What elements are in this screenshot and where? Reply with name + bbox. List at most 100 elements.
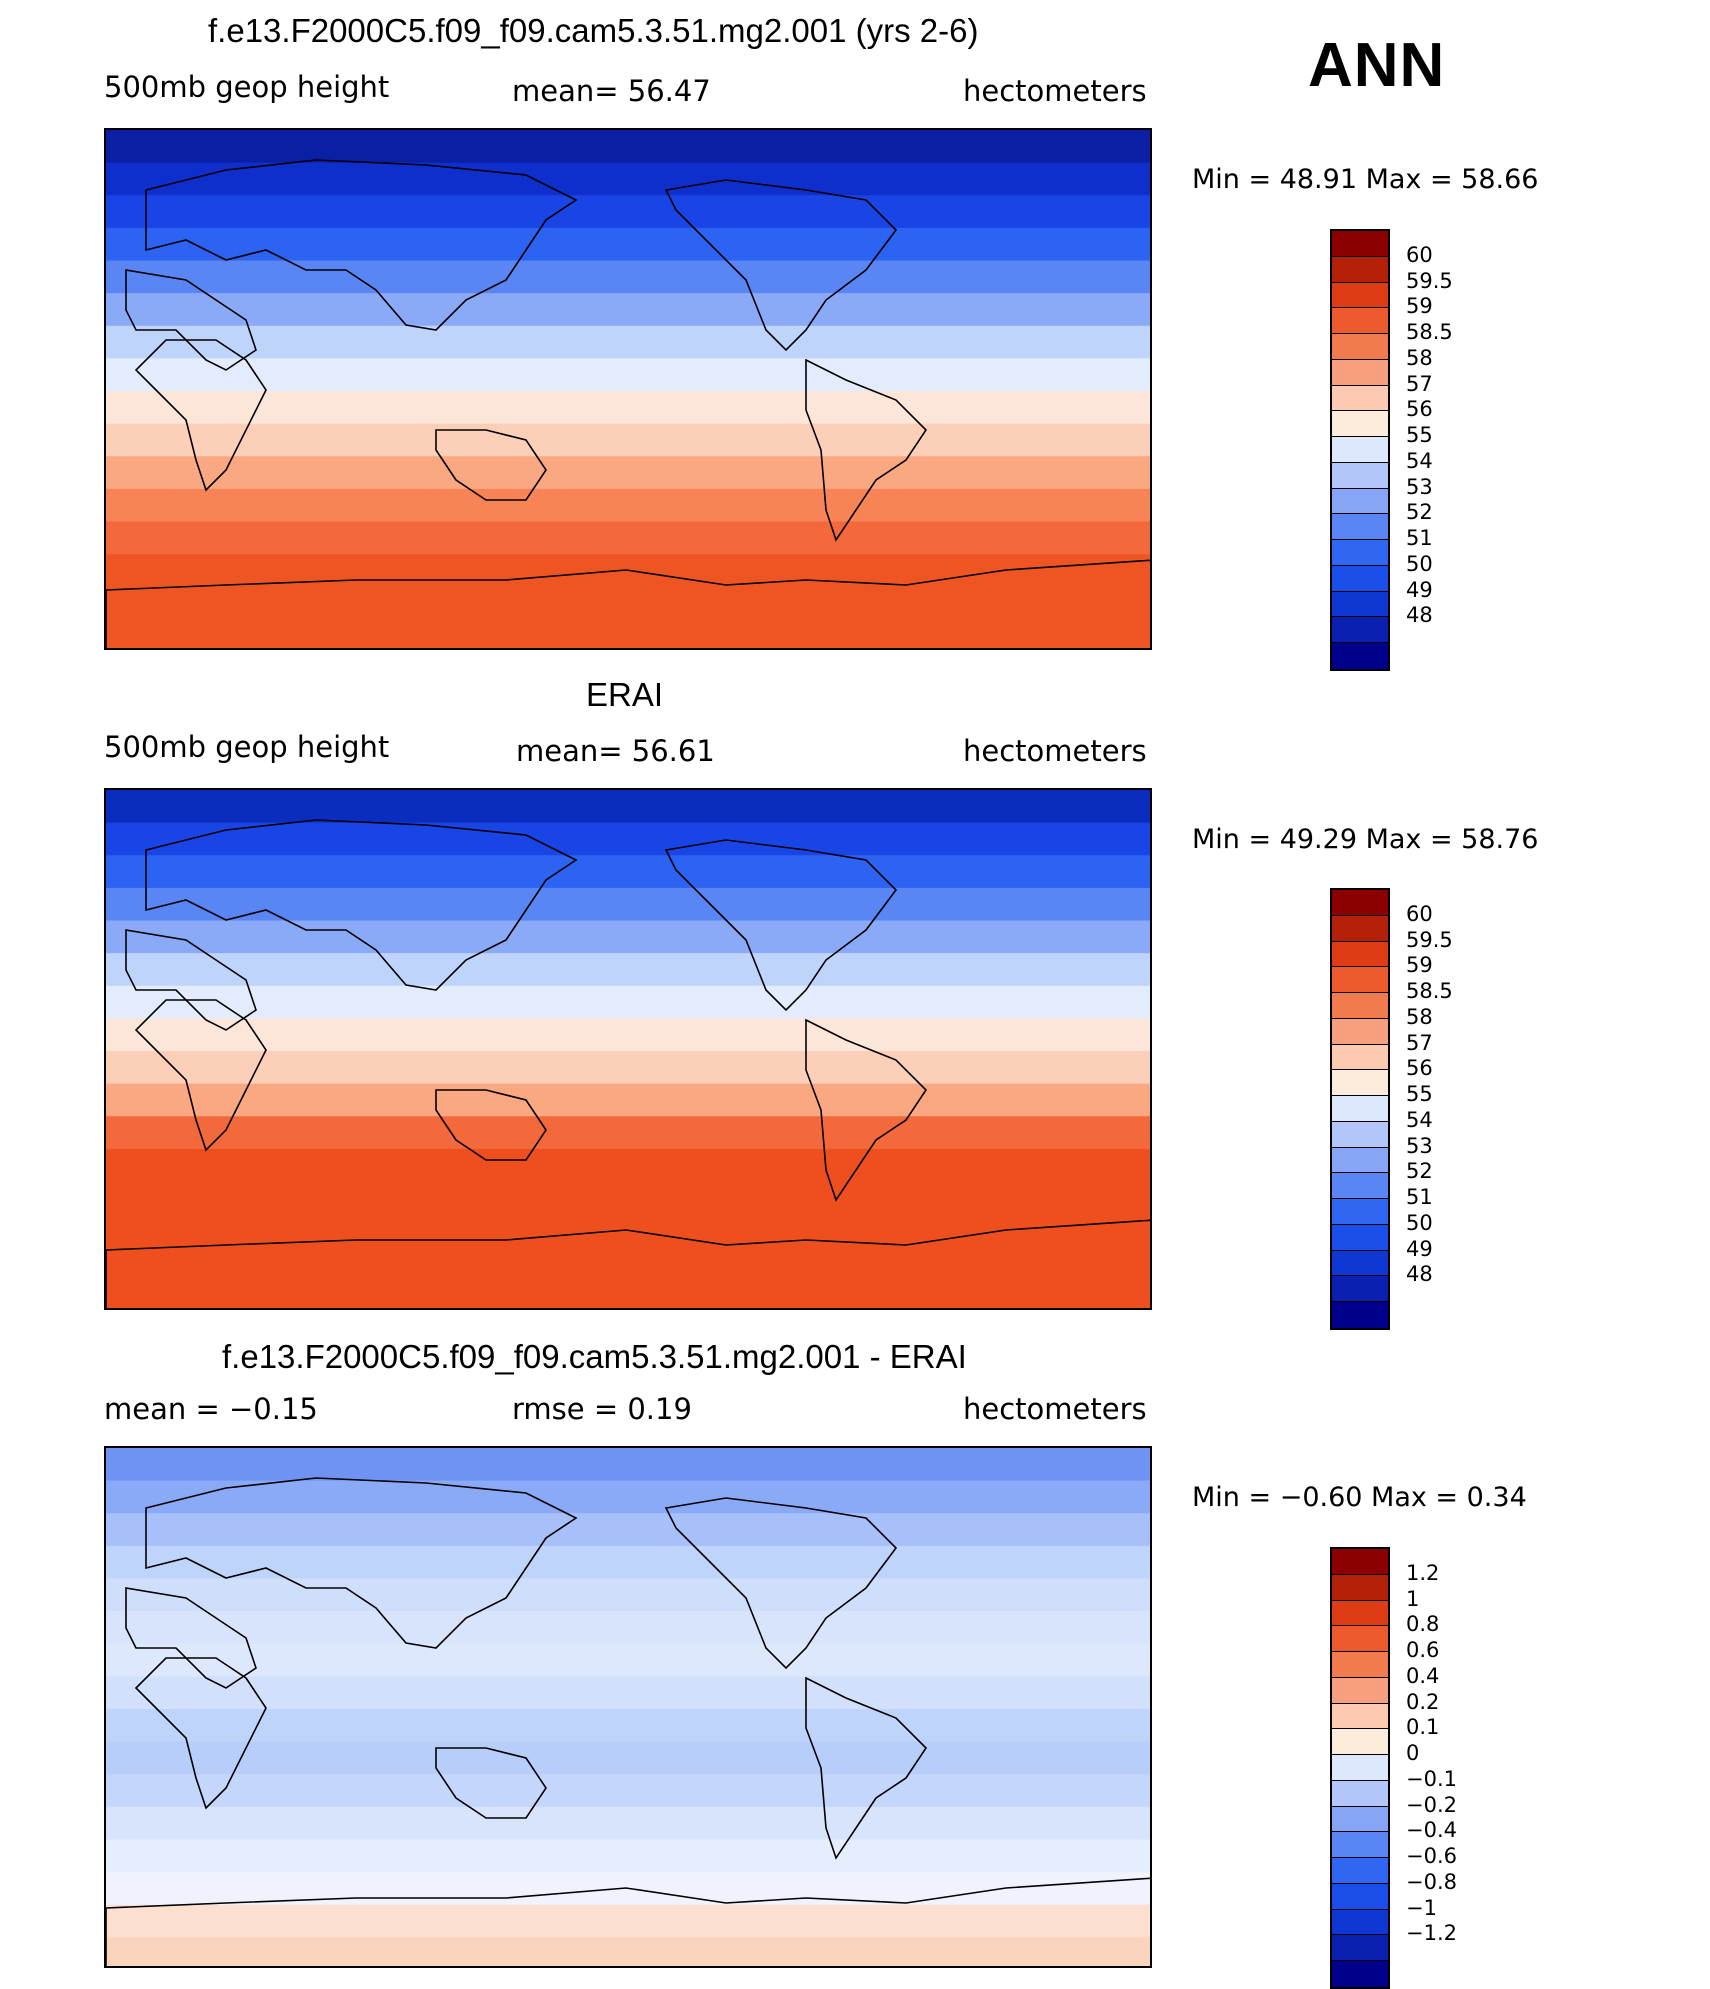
colorbar-box [1332, 1600, 1388, 1627]
colorbar-tick-label: 55 [1406, 1082, 1433, 1106]
field-band [106, 162, 1150, 197]
field-band [106, 1246, 1150, 1281]
colorbar-box [1332, 488, 1388, 515]
field-band [106, 1513, 1150, 1547]
colorbar-tick-label: −0.4 [1406, 1818, 1457, 1843]
colorbar-tick-label: 53 [1406, 1133, 1433, 1158]
coastline [664, 179, 898, 352]
colorbar-box [1332, 1883, 1388, 1910]
colorbar-tick-label: 0.6 [1406, 1638, 1440, 1662]
field-band [106, 1051, 1150, 1085]
colorbar-tick-label: 50 [1406, 1210, 1433, 1235]
colorbar-tick-label: 1 [1406, 1586, 1420, 1611]
coastline [106, 559, 1150, 648]
panel-2-minmax: Min = 49.29 Max = 58.76 [1192, 824, 1539, 855]
field-band [106, 456, 1150, 490]
colorbar-tick-label: 48 [1406, 603, 1433, 628]
coastline [145, 159, 578, 331]
colorbar-box [1332, 334, 1388, 360]
colorbar-box [1332, 1858, 1388, 1884]
colorbar-tick-label: 49 [1406, 577, 1433, 602]
coastline [145, 819, 578, 991]
field-band [106, 1279, 1150, 1308]
colorbar-tick-label: 56 [1406, 1056, 1433, 1081]
colorbar-box [1332, 1199, 1388, 1225]
colorbar-box [1332, 1832, 1388, 1858]
panel-1-mean-label: mean= 56.47 [512, 74, 711, 108]
colorbar-tick-label: 50 [1406, 551, 1433, 576]
colorbar-tick-label: 52 [1406, 1159, 1433, 1184]
field-band [106, 1480, 1150, 1515]
colorbar-tick-label: −1.2 [1406, 1921, 1457, 1946]
colorbar-tick-label: 58.5 [1406, 979, 1453, 1003]
colorbar-box [1332, 941, 1388, 968]
colorbar-tick-label: 0.8 [1406, 1612, 1440, 1637]
colorbar-tick-label: 57 [1406, 371, 1433, 396]
colorbar-tick-label: 55 [1406, 423, 1433, 447]
field-band [106, 1904, 1150, 1939]
field-band [106, 1709, 1150, 1743]
colorbar-tick-label: 58.5 [1406, 320, 1453, 344]
colorbar-tick-label: 59 [1406, 294, 1433, 319]
field-band [106, 1083, 1150, 1118]
coastline [805, 358, 928, 542]
field-band [106, 488, 1150, 523]
panel-1-colorbar [1330, 229, 1390, 671]
colorbar-box [1332, 643, 1388, 669]
field-band [106, 1937, 1150, 1966]
field-band [106, 920, 1150, 955]
colorbar-box [1332, 437, 1388, 463]
season-label: ANN [1308, 31, 1446, 100]
colorbar-box [1332, 359, 1388, 386]
colorbar-box [1332, 1173, 1388, 1199]
field-band [106, 130, 1150, 164]
panel-2-map [104, 788, 1152, 1310]
colorbar-tick-label: 0.2 [1406, 1689, 1440, 1714]
colorbar-tick-label: 0 [1406, 1741, 1420, 1765]
colorbar-box [1332, 1909, 1388, 1936]
panel-2-variable-label: 500mb geop height [104, 730, 390, 764]
panel-1-minmax: Min = 48.91 Max = 58.66 [1192, 164, 1539, 195]
colorbar-box [1332, 993, 1388, 1019]
field-band [106, 1181, 1150, 1216]
field-band [106, 1774, 1150, 1808]
colorbar-tick-label: −0.1 [1406, 1766, 1457, 1791]
colorbar-box [1332, 617, 1388, 643]
field-band [106, 586, 1150, 621]
field-band [106, 1676, 1150, 1711]
colorbar-box [1332, 1806, 1388, 1833]
colorbar-box [1332, 282, 1388, 309]
colorbar-box [1332, 1652, 1388, 1678]
field-band [106, 358, 1150, 393]
colorbar-tick-label: −0.2 [1406, 1792, 1457, 1817]
map-field [106, 790, 1150, 1308]
colorbar-box [1332, 1044, 1388, 1071]
coastline [664, 1497, 898, 1670]
colorbar-tick-label: 60 [1406, 901, 1433, 926]
field-band [106, 1578, 1150, 1613]
field-band [106, 985, 1150, 1020]
field-band [106, 521, 1150, 556]
coastline [125, 929, 257, 1031]
field-band [106, 619, 1150, 648]
field-band [106, 227, 1150, 262]
field-band [106, 790, 1150, 824]
colorbar-box [1332, 890, 1388, 916]
field-band [106, 260, 1150, 295]
colorbar-tick-label: 51 [1406, 1185, 1433, 1209]
colorbar-box [1332, 591, 1388, 618]
coastline [106, 1219, 1150, 1308]
colorbar-box [1332, 1276, 1388, 1302]
colorbar-tick-label: 49 [1406, 1236, 1433, 1261]
map-field [106, 1448, 1150, 1966]
colorbar-tick-label: 54 [1406, 448, 1433, 473]
coastline [664, 839, 898, 1012]
colorbar-tick-label: 60 [1406, 242, 1433, 267]
field-band [106, 195, 1150, 229]
map-field [106, 130, 1150, 648]
field-band [106, 391, 1150, 425]
colorbar-tick-label: −1 [1406, 1895, 1437, 1920]
colorbar-box [1332, 1780, 1388, 1807]
panel-3-colorbar [1330, 1547, 1390, 1989]
panel-2-colorbar [1330, 888, 1390, 1330]
